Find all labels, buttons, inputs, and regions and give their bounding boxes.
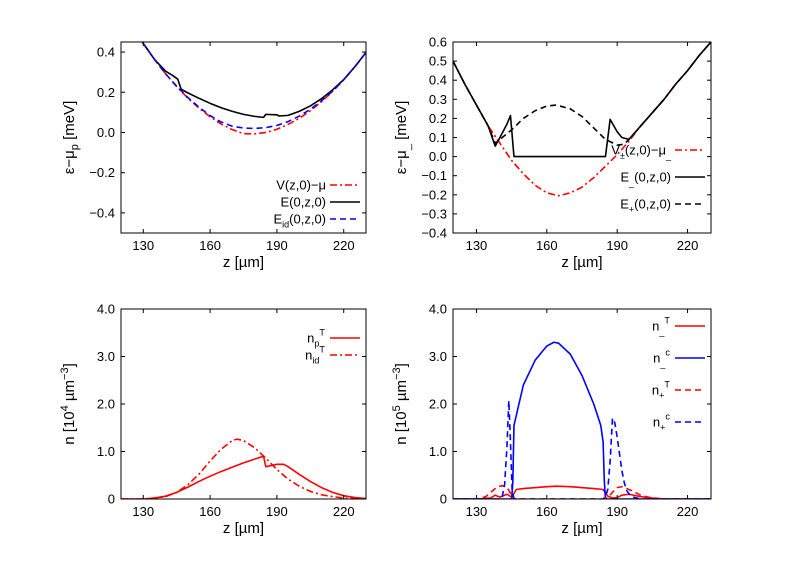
- y-tick-label: 0: [440, 492, 447, 507]
- x-tick-label: 160: [536, 238, 558, 253]
- y-tick-label: −0.2: [89, 165, 115, 180]
- legend-label: n+T: [652, 380, 671, 401]
- y-axis-label: ε−μp [meV]: [61, 101, 81, 175]
- series-line-2: [453, 341, 711, 499]
- panel-bottom-left: 130 160 190 220 0 1.0 2.0 3.0 4.0 z [µm] n [104 µm…: [59, 302, 367, 537]
- x-tick-label: 190: [266, 504, 288, 519]
- x-axis-label: z [µm]: [561, 520, 602, 537]
- y-tick-label: 1.0: [97, 444, 115, 459]
- y-tick-label: 0.3: [429, 92, 447, 107]
- x-tick-label: 220: [677, 504, 699, 519]
- legend-label: E+(0,z,0): [620, 197, 671, 215]
- series-line-2: [453, 42, 711, 158]
- x-tick-label: 190: [606, 504, 628, 519]
- y-tick-label: −0.4: [421, 226, 447, 241]
- x-tick-label: 160: [536, 504, 558, 519]
- series-line-4: [453, 399, 711, 499]
- y-tick-label: −0.4: [89, 205, 115, 220]
- x-tick-label: 130: [466, 504, 488, 519]
- x-tick-label: 160: [199, 504, 221, 519]
- y-tick-label: 0.0: [429, 149, 447, 164]
- y-tick-label: 0.5: [429, 54, 447, 69]
- y-tick-label: 0.1: [429, 130, 447, 145]
- series-line-1: [121, 455, 366, 499]
- x-tick-label: 220: [333, 238, 355, 253]
- y-tick-label: 3.0: [429, 349, 447, 364]
- y-axis-label: ε−μ_ [meV]: [393, 101, 413, 175]
- y-tick-label: 4.0: [97, 302, 115, 317]
- x-tick-label: 190: [606, 238, 628, 253]
- legend-label: n_T: [652, 316, 671, 337]
- y-tick-label: 3.0: [97, 349, 115, 364]
- series-line-2: [141, 42, 366, 119]
- panel-bottom-right: 130 160 190 220 0 1.0 2.0 3.0 4.0 z [µm] n [105 µm…: [391, 302, 712, 537]
- plot-area: [121, 438, 366, 499]
- y-tick-label: 1.0: [429, 444, 447, 459]
- plot-area: [141, 42, 366, 135]
- y-tick-label: 4.0: [429, 302, 447, 317]
- series-line-1: [453, 485, 711, 499]
- x-tick-label: 220: [333, 504, 355, 519]
- axes-frame: [120, 41, 367, 234]
- y-tick-label: −0.1: [421, 168, 447, 183]
- x-tick-label: 130: [132, 504, 154, 519]
- y-tick-label: 0.0: [97, 125, 115, 140]
- panel-top-right: 130 160 190 220 −0.4 −0.3 −0.2 −0.1 0.0 0.1 0.2 0.3…: [393, 35, 712, 271]
- x-tick-label: 190: [266, 238, 288, 253]
- legend-label: V±(z,0)−μ_: [611, 143, 672, 161]
- y-tick-label: 0.4: [429, 73, 447, 88]
- legend-label: V(z,0)−μ: [276, 178, 326, 193]
- y-axis-label: n [105 µm−3]: [391, 363, 410, 445]
- x-tick-label: 220: [677, 238, 699, 253]
- legend-label: Eid(0,z,0): [273, 212, 326, 230]
- y-tick-label: 0: [108, 492, 115, 507]
- axes-frame: [120, 308, 367, 500]
- x-tick-label: 130: [466, 238, 488, 253]
- y-tick-label: 0.6: [429, 35, 447, 50]
- x-axis-label: z [µm]: [561, 254, 602, 271]
- x-tick-label: 130: [132, 238, 154, 253]
- legend-label: E_(0,z,0): [620, 170, 671, 188]
- plot-area: [453, 42, 711, 197]
- y-tick-label: 0.4: [97, 45, 115, 60]
- x-axis-label: z [µm]: [223, 254, 264, 271]
- panel-top-left: 130 160 190 220 −0.4 −0.2 0.0 0.2 0.4 z [µm] ε−μp …: [61, 41, 367, 271]
- legend-label: npT: [307, 328, 326, 349]
- legend-label: E(0,z,0): [280, 195, 326, 210]
- y-axis-label: n [104 µm−3]: [59, 363, 78, 445]
- legend-label: n+c: [653, 412, 671, 433]
- y-tick-label: 0.2: [97, 85, 115, 100]
- y-tick-label: 0.2: [429, 111, 447, 126]
- series-line-1: [141, 42, 366, 135]
- y-tick-label: −0.2: [421, 187, 447, 202]
- series-line-3: [453, 42, 711, 146]
- y-tick-label: 2.0: [429, 397, 447, 412]
- series-line-3: [141, 42, 366, 130]
- x-axis-label: z [µm]: [223, 520, 264, 537]
- plot-area: [453, 341, 711, 499]
- legend-label: n_c: [653, 348, 671, 369]
- series-line-1: [453, 42, 711, 197]
- y-tick-label: 2.0: [97, 397, 115, 412]
- series-line-2: [121, 438, 366, 499]
- x-tick-label: 160: [199, 238, 221, 253]
- y-tick-label: −0.3: [421, 206, 447, 221]
- axes-frame: [452, 308, 712, 500]
- legend-label: nidT: [305, 345, 326, 366]
